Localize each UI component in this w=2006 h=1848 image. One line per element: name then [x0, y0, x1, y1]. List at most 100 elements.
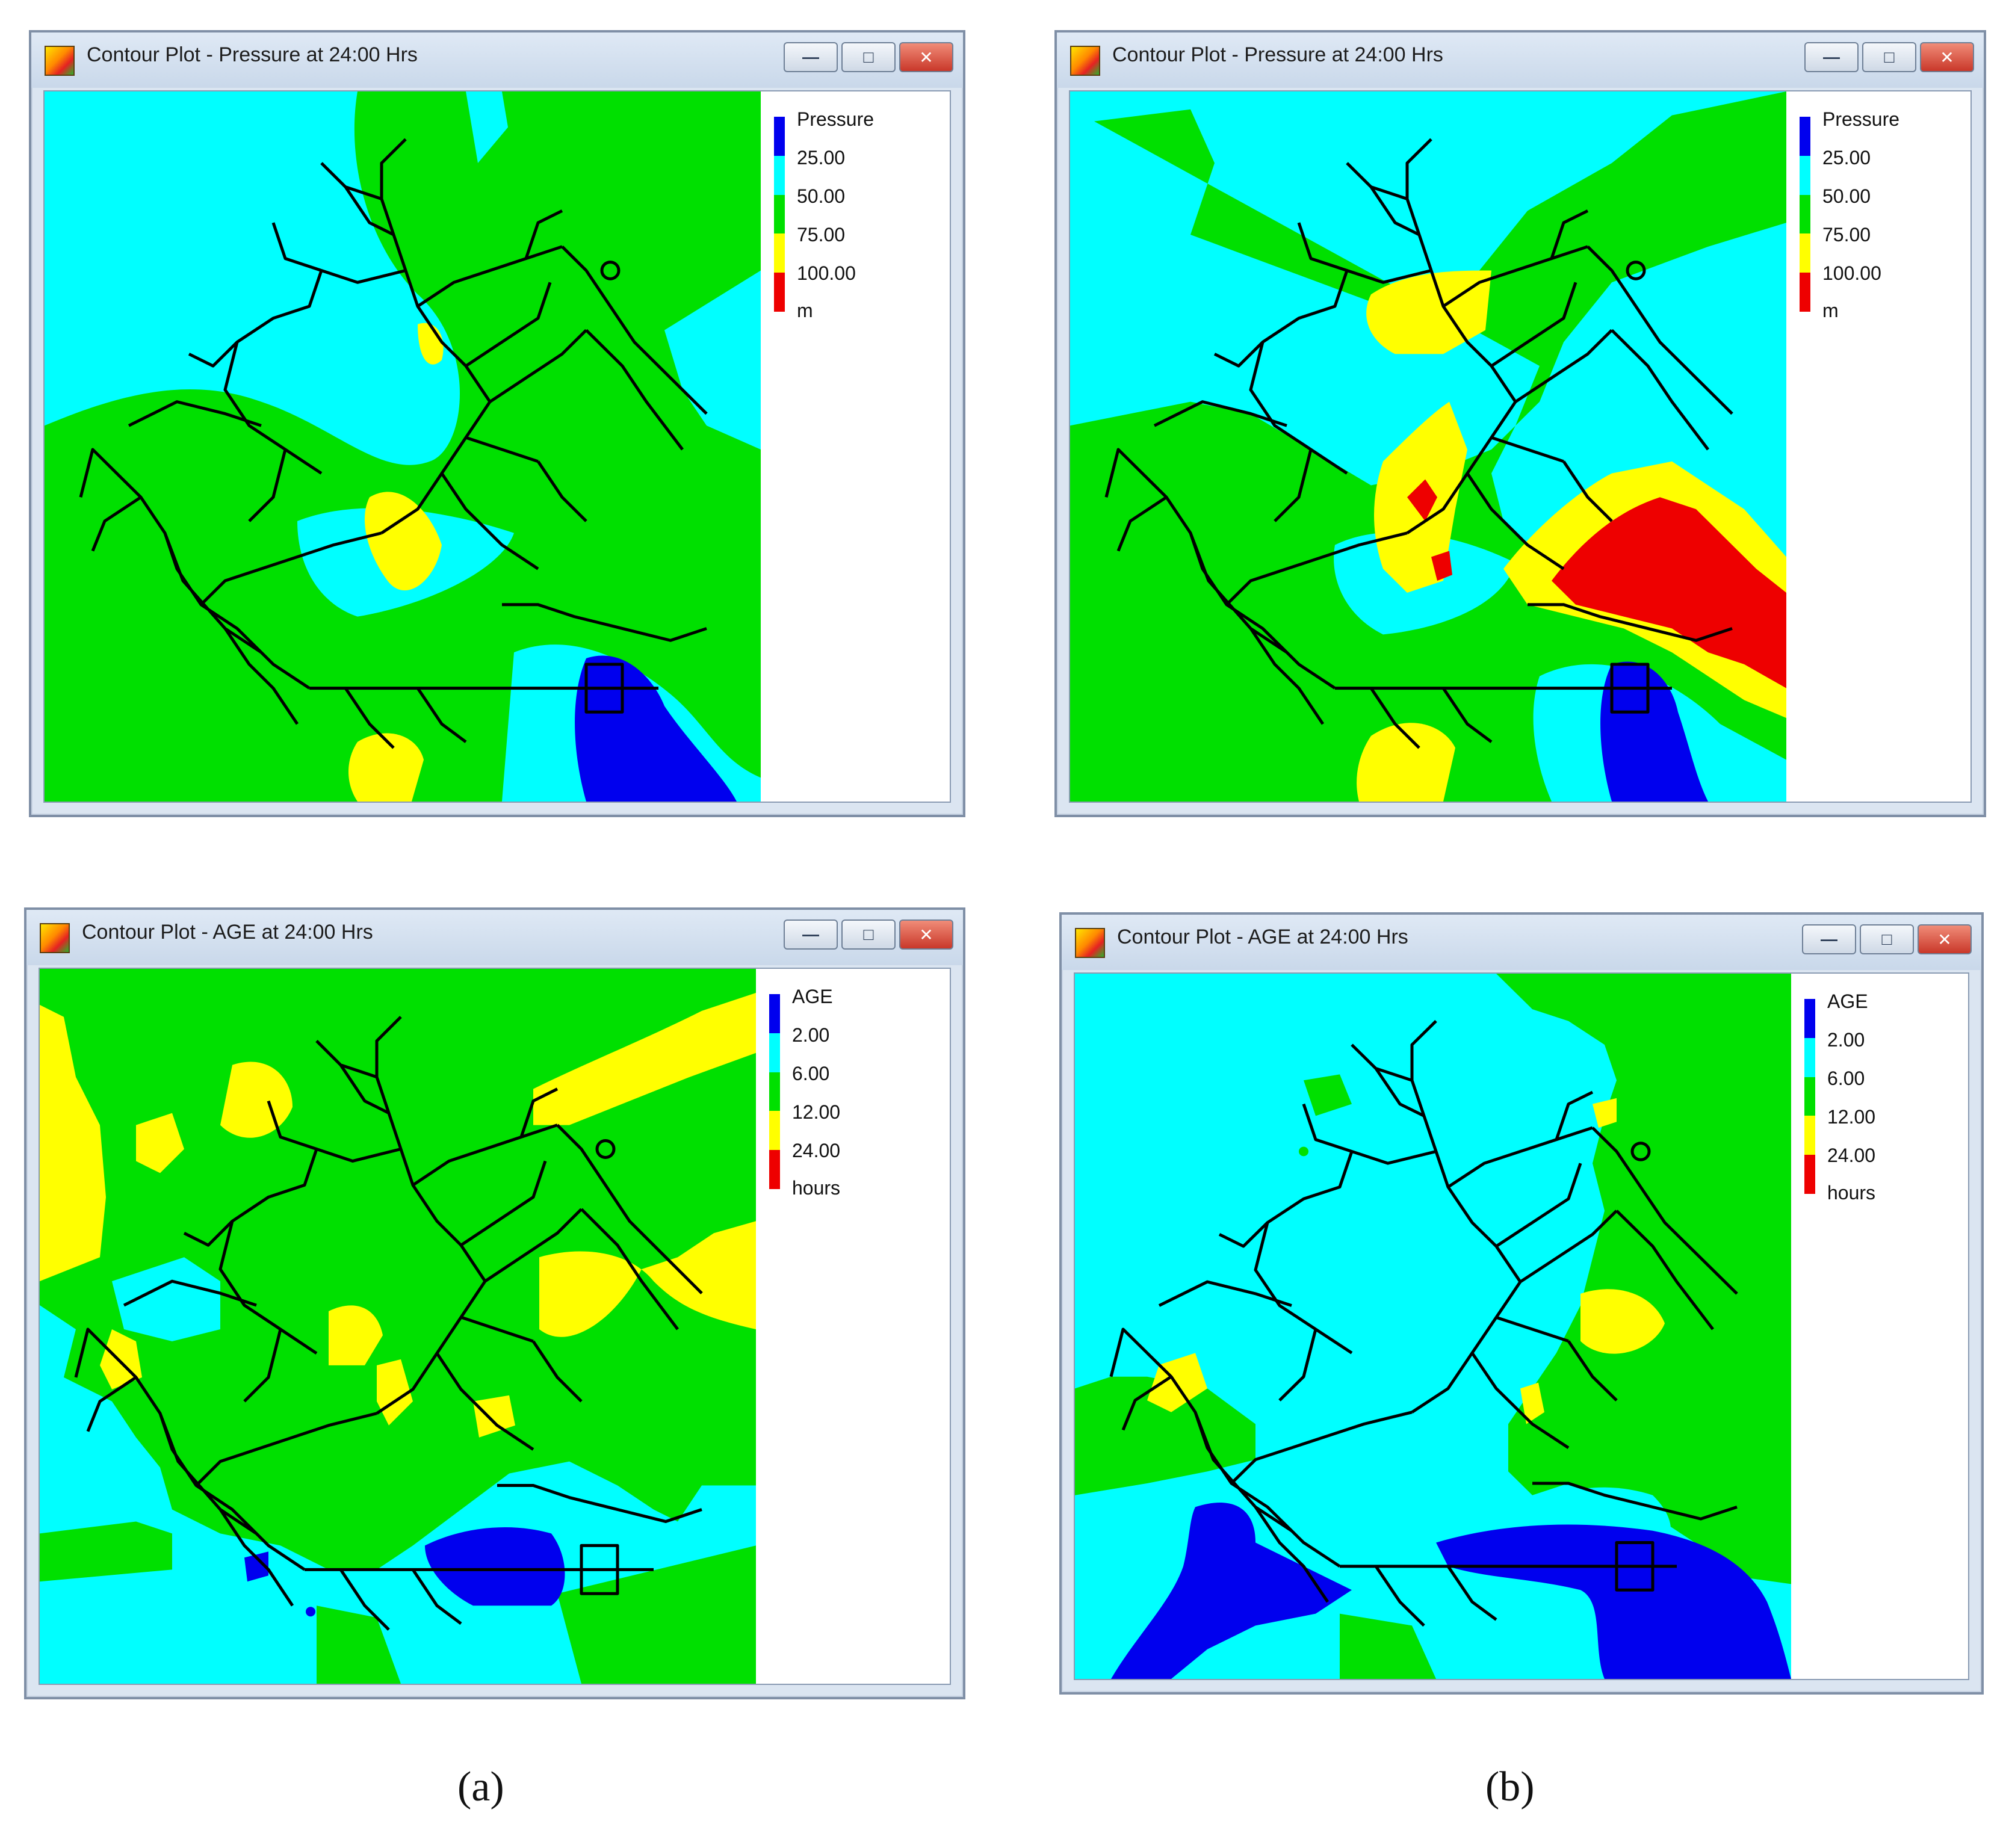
close-button[interactable]: ✕ [1920, 42, 1974, 72]
minimize-button[interactable]: — [1804, 42, 1859, 72]
legend-level: 2.00 [792, 1024, 830, 1046]
maximize-button[interactable]: □ [841, 42, 896, 72]
plot-client-area: Pressure 25.00 50.00 75.00 100.00 m [1069, 90, 1972, 803]
maximize-button[interactable]: □ [841, 919, 896, 950]
contour-region [425, 1527, 565, 1606]
contour-app-icon [45, 46, 75, 76]
contour-map[interactable] [1070, 91, 1786, 802]
contour-region [1552, 497, 1786, 688]
legend-swatch-level3 [1800, 194, 1810, 234]
color-legend: AGE 2.00 6.00 12.00 24.00 hours [769, 987, 914, 1216]
contour-region [40, 1521, 172, 1582]
legend-swatch-level2 [1804, 1037, 1815, 1077]
contour-window-a-pressure: Contour Plot - Pressure at 24:00 Hrs — □… [29, 30, 965, 817]
legend-swatch-level2 [1800, 155, 1810, 195]
legend-swatch-level4 [769, 1111, 780, 1151]
plot-client-area: Pressure 25.00 50.00 75.00 100.00 m [43, 90, 951, 803]
legend-level: 6.00 [1827, 1068, 1865, 1089]
contour-region [317, 1605, 401, 1684]
pipe-network [74, 1016, 703, 1631]
contour-window-a-age: Contour Plot - AGE at 24:00 Hrs — □ ✕ [24, 907, 965, 1699]
legend-level: 12.00 [1827, 1106, 1876, 1128]
contour-map[interactable] [40, 969, 756, 1684]
title-bar[interactable]: Contour Plot - Pressure at 24:00 Hrs — □… [31, 32, 963, 88]
maximize-button[interactable]: □ [1862, 42, 1916, 72]
contour-app-icon [40, 923, 70, 953]
minimize-button[interactable]: — [1802, 924, 1856, 954]
legend-unit: hours [792, 1177, 841, 1199]
contour-region [45, 91, 460, 465]
tank-node [1630, 1142, 1651, 1161]
pipe-network [79, 138, 708, 749]
legend-unit: hours [1827, 1182, 1876, 1204]
title-bar[interactable]: Contour Plot - AGE at 24:00 Hrs — □ ✕ [1062, 915, 1981, 970]
legend-title: Pressure [1822, 108, 1900, 130]
contour-region [1304, 1074, 1352, 1116]
legend-level: 50.00 [1822, 185, 1871, 207]
legend-level: 25.00 [1822, 147, 1871, 168]
legend-level: 12.00 [792, 1101, 841, 1123]
legend-swatch-level4 [774, 233, 785, 273]
legend-level: 25.00 [797, 147, 846, 168]
contour-region [1580, 1289, 1665, 1354]
contour-region [664, 270, 761, 450]
contour-region [1520, 1382, 1544, 1424]
contour-region [348, 733, 424, 802]
contour-region [1431, 91, 1515, 175]
legend-swatch-level3 [774, 194, 785, 234]
contour-window-b-pressure: Contour Plot - Pressure at 24:00 Hrs — □… [1054, 30, 1986, 817]
contour-region [1357, 723, 1455, 802]
legend-level: 100.00 [797, 262, 856, 284]
contour-region [575, 655, 737, 802]
color-legend: Pressure 25.00 50.00 75.00 100.00 m [774, 110, 918, 338]
color-legend: Pressure 25.00 50.00 75.00 100.00 m [1800, 110, 1944, 338]
contour-map[interactable] [45, 91, 761, 802]
legend-swatch-level5 [769, 1150, 780, 1189]
pipe-network [1109, 1020, 1738, 1627]
minimize-button[interactable]: — [784, 919, 838, 950]
legend-swatch-level3 [769, 1072, 780, 1111]
contour-region [557, 1545, 756, 1684]
pipe-network [1104, 138, 1733, 749]
contour-region [244, 1551, 268, 1582]
window-title: Contour Plot - Pressure at 24:00 Hrs [87, 43, 418, 66]
contour-region [1431, 551, 1452, 581]
legend-swatch-level5 [1804, 1155, 1815, 1194]
contour-map[interactable] [1075, 974, 1791, 1679]
legend-swatch-level1 [1800, 117, 1810, 156]
minimize-button[interactable]: — [784, 42, 838, 72]
plot-client-area: AGE 2.00 6.00 12.00 24.00 hours [1074, 972, 1969, 1680]
contour-region [329, 1305, 383, 1365]
legend-swatch-level4 [1800, 233, 1810, 273]
legend-color-bar [1804, 999, 1815, 1194]
maximize-button[interactable]: □ [1860, 924, 1914, 954]
legend-level: 6.00 [792, 1063, 830, 1084]
close-button[interactable]: ✕ [899, 42, 953, 72]
legend-level: 24.00 [792, 1140, 841, 1161]
legend-swatch-level2 [769, 1033, 780, 1072]
contour-region [40, 1004, 106, 1282]
title-bar[interactable]: Contour Plot - Pressure at 24:00 Hrs — □… [1057, 32, 1984, 88]
contour-spot [306, 1607, 315, 1617]
contour-region [1496, 974, 1791, 1584]
title-bar[interactable]: Contour Plot - AGE at 24:00 Hrs — □ ✕ [26, 910, 963, 965]
legend-swatch-level1 [774, 117, 785, 156]
legend-color-bar [1800, 117, 1810, 312]
color-legend: AGE 2.00 6.00 12.00 24.00 hours [1804, 992, 1949, 1220]
contour-region [466, 91, 508, 163]
legend-swatch-level1 [769, 994, 780, 1033]
contour-region [1436, 1524, 1791, 1679]
contour-region [1407, 479, 1437, 521]
legend-level: 75.00 [797, 224, 846, 246]
contour-spot [1299, 1146, 1308, 1157]
contour-region [533, 992, 756, 1125]
contour-app-icon [1070, 46, 1100, 76]
close-button[interactable]: ✕ [1918, 924, 1972, 954]
legend-swatch-level2 [774, 155, 785, 195]
window-title: Contour Plot - Pressure at 24:00 Hrs [1112, 43, 1443, 66]
close-button[interactable]: ✕ [899, 919, 953, 950]
legend-swatch-level5 [774, 273, 785, 312]
legend-title: AGE [792, 986, 833, 1007]
legend-swatch-level5 [1800, 273, 1810, 312]
legend-swatch-level3 [1804, 1077, 1815, 1116]
